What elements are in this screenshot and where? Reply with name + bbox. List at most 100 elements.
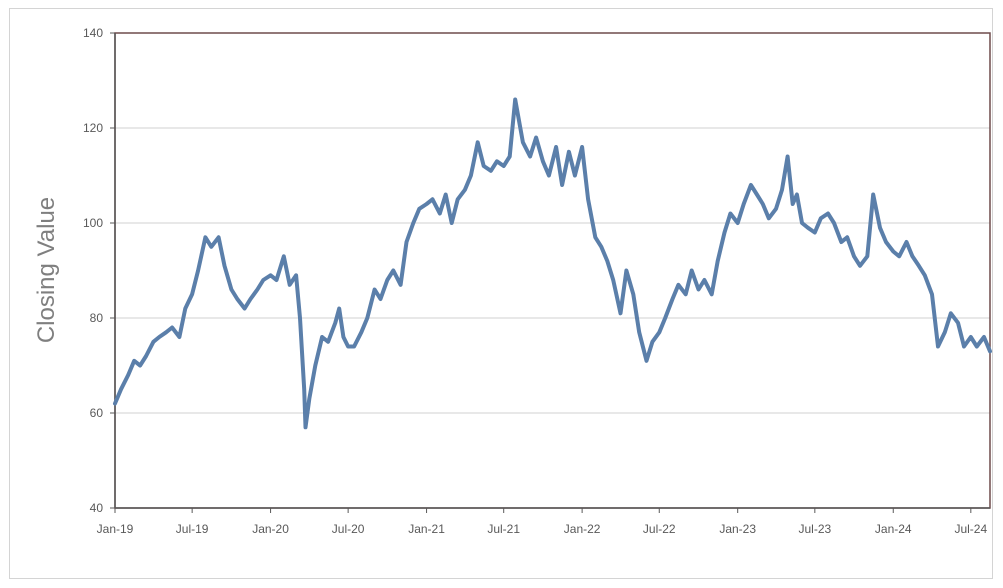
data-point — [573, 174, 577, 177]
data-point — [905, 240, 908, 244]
data-point — [489, 169, 493, 173]
data-point — [282, 254, 286, 258]
data-point — [819, 216, 823, 220]
data-point — [749, 183, 753, 187]
data-point — [326, 340, 330, 344]
series-layer — [113, 97, 992, 430]
data-point — [637, 330, 641, 334]
series-line — [113, 97, 992, 430]
axes — [110, 32, 991, 513]
x-tick-label: Jul-20 — [332, 522, 365, 536]
data-point — [852, 254, 856, 258]
chart-frame — [9, 8, 993, 579]
data-point — [157, 335, 161, 339]
data-point — [605, 259, 609, 263]
data-point — [567, 150, 571, 154]
data-point — [229, 288, 233, 291]
data-point — [780, 188, 784, 192]
data-point — [786, 155, 790, 158]
x-tick-labels: Jan-19 Jul-19 Jan-20 Jul-20 Jan-21 Jul-21 Jan-… — [97, 522, 988, 536]
data-point — [663, 316, 667, 320]
x-tick-label: Jan-24 — [875, 522, 912, 536]
data-point — [742, 202, 746, 206]
data-point — [813, 231, 817, 234]
data-point — [337, 307, 341, 310]
data-point — [624, 269, 628, 272]
data-point — [871, 193, 875, 196]
data-point — [261, 278, 265, 282]
data-point — [534, 136, 538, 139]
data-point — [645, 359, 648, 363]
data-point — [513, 98, 517, 101]
data-point — [917, 264, 921, 268]
data-point — [196, 269, 200, 272]
data-point — [702, 278, 706, 282]
data-point — [298, 316, 302, 320]
data-point — [126, 373, 130, 377]
data-point — [288, 283, 292, 287]
data-point — [275, 278, 278, 282]
data-point — [943, 330, 947, 334]
data-point — [716, 259, 720, 263]
x-tick-label: Jan-19 — [97, 522, 134, 536]
data-point — [657, 330, 661, 334]
data-point — [723, 231, 726, 234]
data-point — [249, 297, 252, 301]
data-point — [144, 354, 148, 358]
data-point — [352, 345, 356, 348]
data-point — [359, 330, 363, 334]
data-point — [728, 212, 732, 215]
data-point — [580, 145, 584, 149]
data-point — [235, 297, 239, 301]
data-point — [865, 254, 869, 258]
data-point — [307, 397, 311, 401]
data-point — [385, 278, 389, 282]
data-point — [450, 221, 454, 225]
x-tick-label: Jul-23 — [798, 522, 831, 536]
data-point — [183, 307, 187, 310]
data-point — [676, 283, 680, 287]
data-point — [936, 345, 940, 348]
data-point — [304, 425, 307, 429]
data-point — [671, 297, 674, 301]
data-point — [975, 345, 979, 348]
data-point — [495, 159, 499, 163]
data-point — [710, 292, 714, 296]
data-point — [619, 311, 622, 315]
data-point — [767, 216, 771, 220]
data-point — [138, 364, 142, 367]
data-point — [599, 245, 603, 249]
data-point — [425, 202, 429, 206]
data-point — [690, 269, 694, 272]
data-point — [444, 193, 448, 196]
gridlines — [115, 127, 990, 414]
data-point — [554, 145, 558, 149]
data-point — [132, 359, 136, 363]
data-point — [884, 240, 888, 244]
data-point — [313, 364, 317, 367]
data-point — [113, 402, 117, 405]
data-point — [476, 140, 480, 144]
y-tick-label: 40 — [90, 501, 104, 515]
y-tick-label: 80 — [90, 311, 104, 325]
data-point — [469, 174, 473, 177]
data-point — [528, 155, 532, 158]
data-point — [826, 212, 830, 215]
data-point — [405, 240, 408, 244]
data-point — [631, 292, 635, 296]
data-point — [190, 292, 194, 296]
data-point — [209, 245, 213, 249]
data-point — [791, 202, 795, 206]
data-point — [456, 197, 460, 201]
y-axis-label: Closing Value — [33, 197, 60, 343]
data-point — [845, 235, 849, 239]
data-point — [611, 278, 615, 282]
data-point — [243, 307, 247, 310]
data-point — [969, 335, 973, 339]
data-point — [982, 335, 986, 339]
data-point — [177, 335, 181, 339]
data-point — [203, 235, 207, 239]
data-point — [697, 288, 700, 291]
data-point — [341, 335, 345, 339]
